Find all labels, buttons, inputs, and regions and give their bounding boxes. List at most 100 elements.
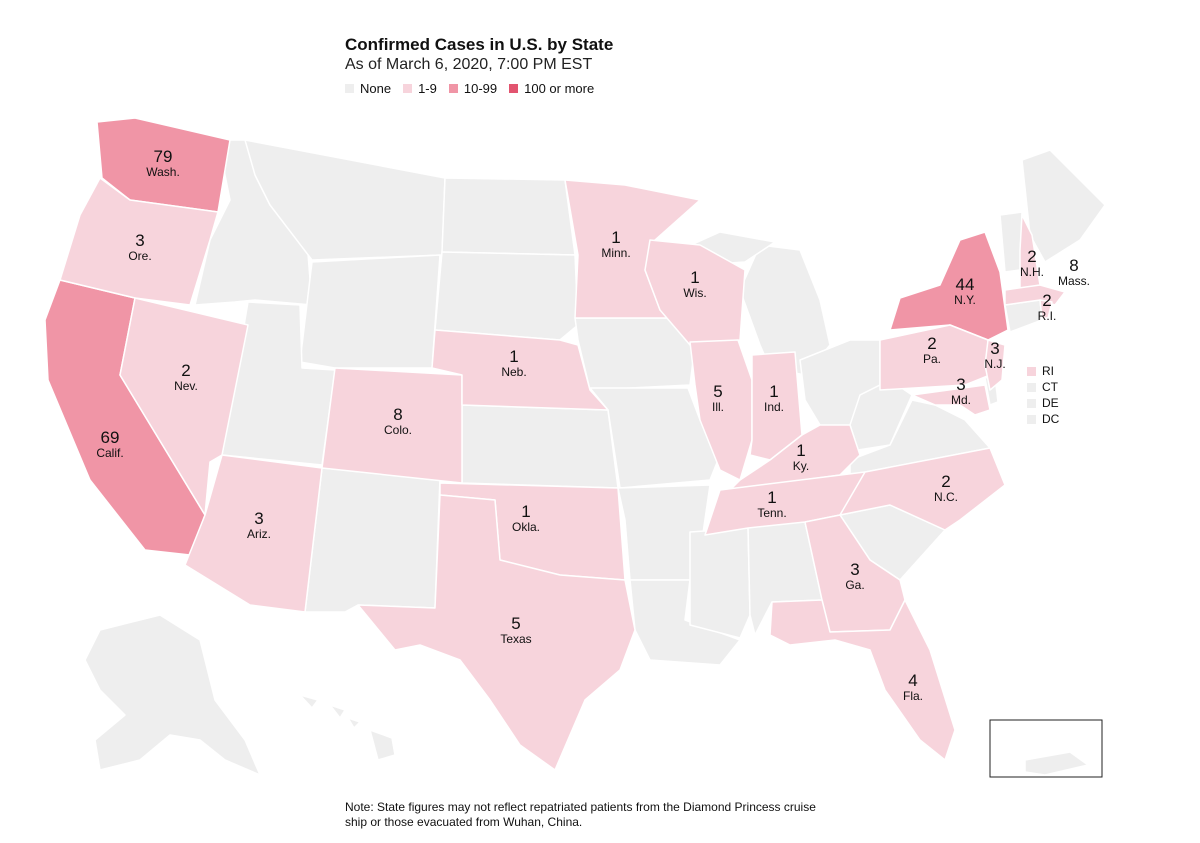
label-nev-abbr: Nev. bbox=[174, 379, 198, 393]
label-colo-abbr: Colo. bbox=[384, 423, 412, 437]
label-ariz: 3 Ariz. bbox=[247, 509, 271, 541]
label-ky-value: 1 bbox=[796, 441, 805, 460]
label-nc: 2 N.C. bbox=[934, 472, 958, 504]
label-wis: 1 Wis. bbox=[683, 268, 706, 300]
small-state-de-swatch bbox=[1027, 398, 1036, 408]
label-nj: 3 N.J. bbox=[984, 339, 1005, 371]
state-labels: 79 Wash. 3 Ore. 69 Calif. 2 Nev. 3 Ariz.… bbox=[96, 147, 1090, 703]
label-ill: 5 Ill. bbox=[712, 382, 724, 414]
label-ky-abbr: Ky. bbox=[793, 459, 809, 473]
small-state-dc-label: DC bbox=[1042, 412, 1060, 426]
state-mass-shape bbox=[1004, 284, 1066, 306]
legend-label-none: None bbox=[360, 81, 392, 96]
label-okla: 1 Okla. bbox=[512, 502, 540, 534]
small-state-dc: DC bbox=[1027, 411, 1059, 427]
label-colo: 8 Colo. bbox=[384, 405, 412, 437]
state-maine bbox=[1021, 149, 1106, 263]
label-ny-abbr: N.Y. bbox=[954, 293, 976, 307]
state-hawaii bbox=[299, 694, 396, 761]
state-ri-shape bbox=[1039, 299, 1053, 319]
label-wash-value: 79 bbox=[154, 147, 173, 166]
small-state-de: DE bbox=[1027, 395, 1059, 411]
label-ny: 44 N.Y. bbox=[954, 275, 976, 307]
state-puerto-rico bbox=[1024, 751, 1089, 776]
map-subtitle: As of March 6, 2020, 7:00 PM EST bbox=[345, 56, 593, 73]
color-legend: None 1-9 10-99 100 or more bbox=[345, 81, 594, 96]
label-fla-abbr: Fla. bbox=[903, 689, 923, 703]
state-alaska bbox=[84, 614, 261, 776]
state-nj-shape bbox=[984, 339, 1006, 391]
label-tenn-abbr: Tenn. bbox=[757, 506, 786, 520]
label-ore: 3 Ore. bbox=[128, 231, 151, 263]
label-ariz-value: 3 bbox=[254, 509, 263, 528]
small-state-ct: CT bbox=[1027, 379, 1059, 395]
state-missouri bbox=[589, 387, 721, 489]
map-title: Confirmed Cases in U.S. by State bbox=[345, 35, 614, 54]
label-neb-abbr: Neb. bbox=[501, 365, 526, 379]
label-ind-value: 1 bbox=[769, 382, 778, 401]
small-states-legend: RI CT DE DC bbox=[1027, 363, 1059, 427]
small-state-ri-label: RI bbox=[1042, 364, 1054, 378]
label-wash-abbr: Wash. bbox=[146, 165, 180, 179]
label-neb: 1 Neb. bbox=[501, 347, 526, 379]
label-okla-value: 1 bbox=[521, 502, 530, 521]
state-kansas bbox=[461, 404, 619, 489]
legend-item-none: None bbox=[345, 81, 391, 96]
legend-label-100-plus: 100 or more bbox=[524, 81, 595, 96]
label-texas-value: 5 bbox=[511, 614, 520, 633]
label-minn-value: 1 bbox=[611, 228, 620, 247]
label-minn: 1 Minn. bbox=[601, 228, 630, 260]
small-state-dc-swatch bbox=[1027, 414, 1036, 424]
label-tenn-value: 1 bbox=[767, 488, 776, 507]
legend-swatch-1-9 bbox=[403, 84, 413, 93]
state-vermont bbox=[999, 211, 1023, 273]
label-nev: 2 Nev. bbox=[174, 361, 198, 393]
label-md-value: 3 bbox=[956, 375, 965, 394]
label-ri: 2 R.I. bbox=[1038, 291, 1057, 323]
legend-swatch-100-plus bbox=[509, 84, 519, 93]
legend-label-10-99: 10-99 bbox=[463, 81, 498, 96]
label-nc-abbr: N.C. bbox=[934, 490, 958, 504]
label-nev-value: 2 bbox=[181, 361, 190, 380]
label-ore-abbr: Ore. bbox=[128, 249, 151, 263]
label-calif: 69 Calif. bbox=[96, 428, 123, 460]
states-none bbox=[84, 139, 1106, 776]
label-ga: 3 Ga. bbox=[845, 560, 864, 592]
states-low bbox=[59, 177, 1066, 771]
label-calif-abbr: Calif. bbox=[96, 446, 123, 460]
label-mass-value: 8 bbox=[1069, 256, 1078, 275]
label-ariz-abbr: Ariz. bbox=[247, 527, 271, 541]
small-state-de-label: DE bbox=[1042, 396, 1059, 410]
state-ny-shape bbox=[889, 231, 1009, 341]
footnote: Note: State figures may not reflect repa… bbox=[345, 800, 816, 829]
state-wyoming bbox=[299, 254, 441, 369]
label-texas-abbr: Texas bbox=[500, 632, 531, 646]
state-new-mexico bbox=[304, 467, 441, 613]
label-ind: 1 Ind. bbox=[764, 382, 784, 414]
label-md: 3 Md. bbox=[951, 375, 971, 407]
label-nh-value: 2 bbox=[1027, 247, 1036, 266]
puerto-rico-inset-frame bbox=[989, 719, 1103, 778]
state-nc-shape bbox=[839, 447, 1006, 531]
small-state-ct-swatch bbox=[1027, 382, 1036, 392]
label-ind-abbr: Ind. bbox=[764, 400, 784, 414]
state-ore-shape bbox=[59, 177, 219, 306]
label-texas: 5 Texas bbox=[500, 614, 531, 646]
label-pa: 2 Pa. bbox=[923, 334, 941, 366]
label-ill-value: 5 bbox=[713, 382, 722, 401]
label-nh-abbr: N.H. bbox=[1020, 265, 1044, 279]
state-nev-shape bbox=[119, 297, 249, 516]
label-nc-value: 2 bbox=[941, 472, 950, 491]
legend-swatch-10-99 bbox=[448, 84, 458, 93]
label-calif-value: 69 bbox=[101, 428, 120, 447]
label-nh: 2 N.H. bbox=[1020, 247, 1044, 279]
legend-item-10-99: 10-99 bbox=[448, 81, 498, 96]
state-north-dakota bbox=[441, 177, 576, 256]
label-mass: 8 Mass. bbox=[1058, 256, 1090, 288]
label-ri-value: 2 bbox=[1042, 291, 1051, 310]
label-wash: 79 Wash. bbox=[146, 147, 180, 179]
label-ri-abbr: R.I. bbox=[1038, 309, 1057, 323]
legend-label-1-9: 1-9 bbox=[418, 81, 437, 96]
label-nj-value: 3 bbox=[990, 339, 999, 358]
